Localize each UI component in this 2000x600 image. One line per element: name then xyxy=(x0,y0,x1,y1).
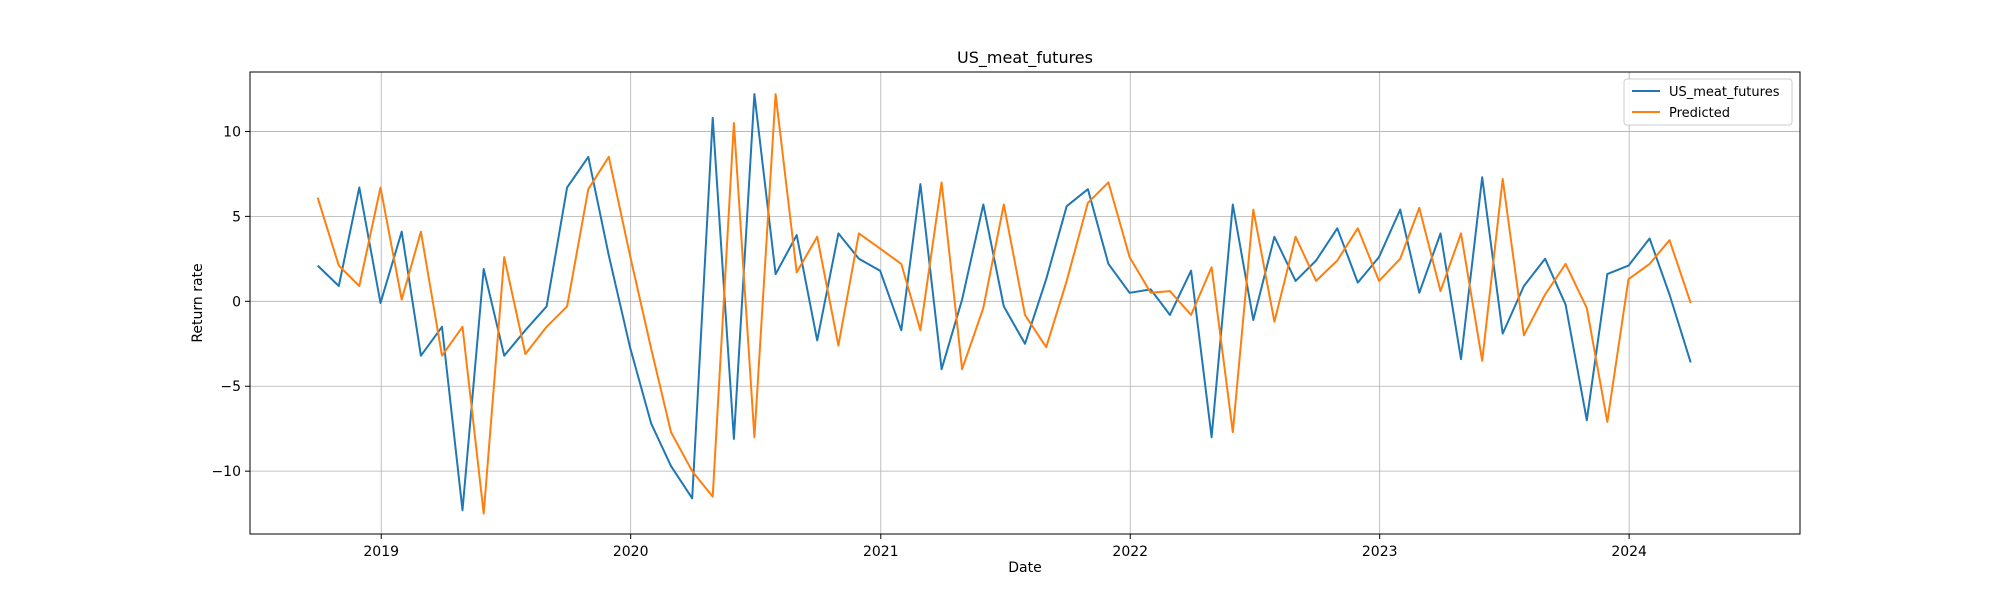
plot-area-frame xyxy=(249,71,1801,535)
y-tick-label: 10 xyxy=(223,124,241,140)
x-axis-label: Date xyxy=(1008,560,1041,576)
y-tick-label: −10 xyxy=(211,464,241,480)
x-axis: 2019 2020 2021 2022 2023 2024 xyxy=(363,534,1647,560)
gridlines xyxy=(250,72,1800,534)
x-tick-label: 2024 xyxy=(1611,544,1647,560)
series-line-us-meat-futures xyxy=(317,93,1692,512)
chart-title: US_meat_futures xyxy=(957,48,1093,68)
x-tick-label: 2020 xyxy=(613,544,649,560)
legend-box xyxy=(1623,78,1793,126)
y-tick-label: 0 xyxy=(232,294,241,310)
y-axis-label: Return rate xyxy=(190,263,206,342)
legend: US_meat_futures Predicted xyxy=(1623,78,1793,126)
legend-label-predicted: Predicted xyxy=(1669,106,1730,121)
series-line-predicted xyxy=(316,93,1692,515)
x-tick-label: 2022 xyxy=(1112,544,1148,560)
y-axis: 10 5 0 −5 −10 xyxy=(211,124,250,480)
y-tick-label: 5 xyxy=(232,209,241,225)
x-tick-label: 2023 xyxy=(1362,544,1398,560)
series-lines xyxy=(316,93,1692,515)
x-tick-label: 2019 xyxy=(363,544,399,560)
legend-label-us-meat-futures: US_meat_futures xyxy=(1669,85,1780,100)
y-tick-label: −5 xyxy=(220,379,241,395)
x-tick-label: 2021 xyxy=(863,544,899,560)
